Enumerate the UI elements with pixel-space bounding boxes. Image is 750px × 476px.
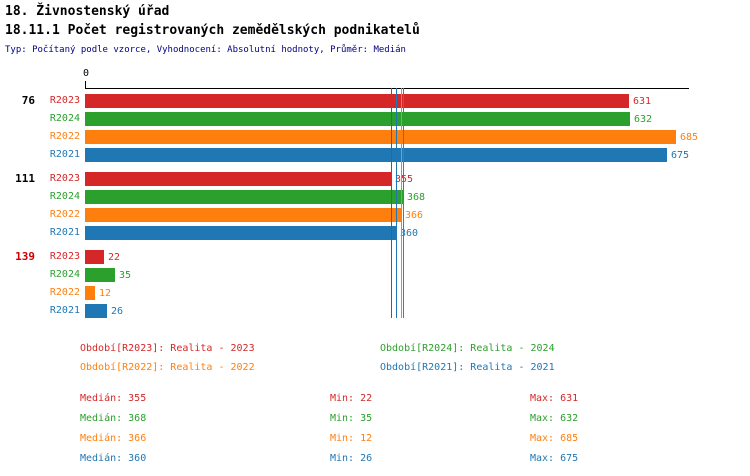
- stat-max-R2022: Max: 685: [530, 433, 579, 444]
- group-label: 76: [21, 94, 35, 107]
- stat-min-R2022: Min: 12: [330, 433, 373, 444]
- median-line-R2021: [396, 88, 397, 318]
- legend-item-R2023: Období[R2023]: Realita - 2023: [80, 343, 255, 354]
- legend-item-R2021: Období[R2021]: Realita - 2021: [380, 362, 555, 373]
- bar-value-label: 675: [671, 150, 690, 161]
- stat-median-R2022: Medián: 366: [80, 433, 147, 444]
- bar: [85, 130, 676, 144]
- bar-value-label: 12: [99, 288, 112, 299]
- bar: [85, 190, 403, 204]
- stat-min-R2023: Min: 22: [330, 393, 373, 404]
- bar-row-label: R2023: [49, 251, 80, 262]
- bar: [85, 148, 667, 162]
- stat-median-R2021: Medián: 360: [80, 453, 147, 464]
- stat-max-R2021: Max: 675: [530, 453, 579, 464]
- bar-row-label: R2024: [49, 269, 80, 280]
- bar-value-label: 360: [400, 228, 419, 239]
- median-line-R2023: [391, 88, 392, 318]
- page-title: 18. Živnostenský úřad: [5, 4, 170, 19]
- legend-item-R2024: Období[R2024]: Realita - 2024: [380, 343, 555, 354]
- x-axis-zero-label: 0: [83, 68, 90, 79]
- bar-value-label: 26: [111, 306, 124, 317]
- bar-value-label: 631: [633, 96, 652, 107]
- bar-row-label: R2022: [49, 131, 80, 142]
- bar: [85, 286, 95, 300]
- median-line-R2022: [401, 88, 402, 318]
- bar-value-label: 35: [119, 270, 132, 281]
- stat-min-R2024: Min: 35: [330, 413, 373, 424]
- page-subtitle: 18.11.1 Počet registrovaných zemědělskýc…: [5, 23, 420, 38]
- bar-row-label: R2024: [49, 113, 80, 124]
- bar-row-label: R2023: [49, 173, 80, 184]
- stat-max-R2024: Max: 632: [530, 413, 579, 424]
- bar: [85, 112, 630, 126]
- bar: [85, 250, 104, 264]
- group-label: 111: [15, 172, 35, 185]
- bar-row-label: R2021: [49, 227, 80, 238]
- bar-value-label: 368: [407, 192, 426, 203]
- bar: [85, 304, 107, 318]
- bar-value-label: 22: [108, 252, 121, 263]
- bar-value-label: 632: [634, 114, 653, 125]
- bar-row-label: R2021: [49, 305, 80, 316]
- stat-median-R2024: Medián: 368: [80, 413, 147, 424]
- group-label: 139: [15, 250, 35, 263]
- stat-min-R2021: Min: 26: [330, 453, 373, 464]
- bar-row-label: R2021: [49, 149, 80, 160]
- x-axis-line: [85, 88, 689, 89]
- bar-row-label: R2022: [49, 287, 80, 298]
- bar-row-label: R2022: [49, 209, 80, 220]
- bar: [85, 226, 396, 240]
- bar: [85, 94, 629, 108]
- bar-value-label: 685: [680, 132, 699, 143]
- bar: [85, 268, 115, 282]
- bar: [85, 208, 401, 222]
- bar-row-label: R2023: [49, 95, 80, 106]
- chart-meta: Typ: Počítaný podle vzorce, Vyhodnocení:…: [5, 45, 406, 55]
- bar-row-label: R2024: [49, 191, 80, 202]
- bar: [85, 172, 391, 186]
- stat-max-R2023: Max: 631: [530, 393, 579, 404]
- bar-value-label: 355: [395, 174, 414, 185]
- x-axis-zero-tick: [85, 81, 86, 88]
- legend-item-R2022: Období[R2022]: Realita - 2022: [80, 362, 255, 373]
- median-line-R2024: [403, 88, 404, 318]
- stat-median-R2023: Medián: 355: [80, 393, 147, 404]
- bar-value-label: 366: [405, 210, 424, 221]
